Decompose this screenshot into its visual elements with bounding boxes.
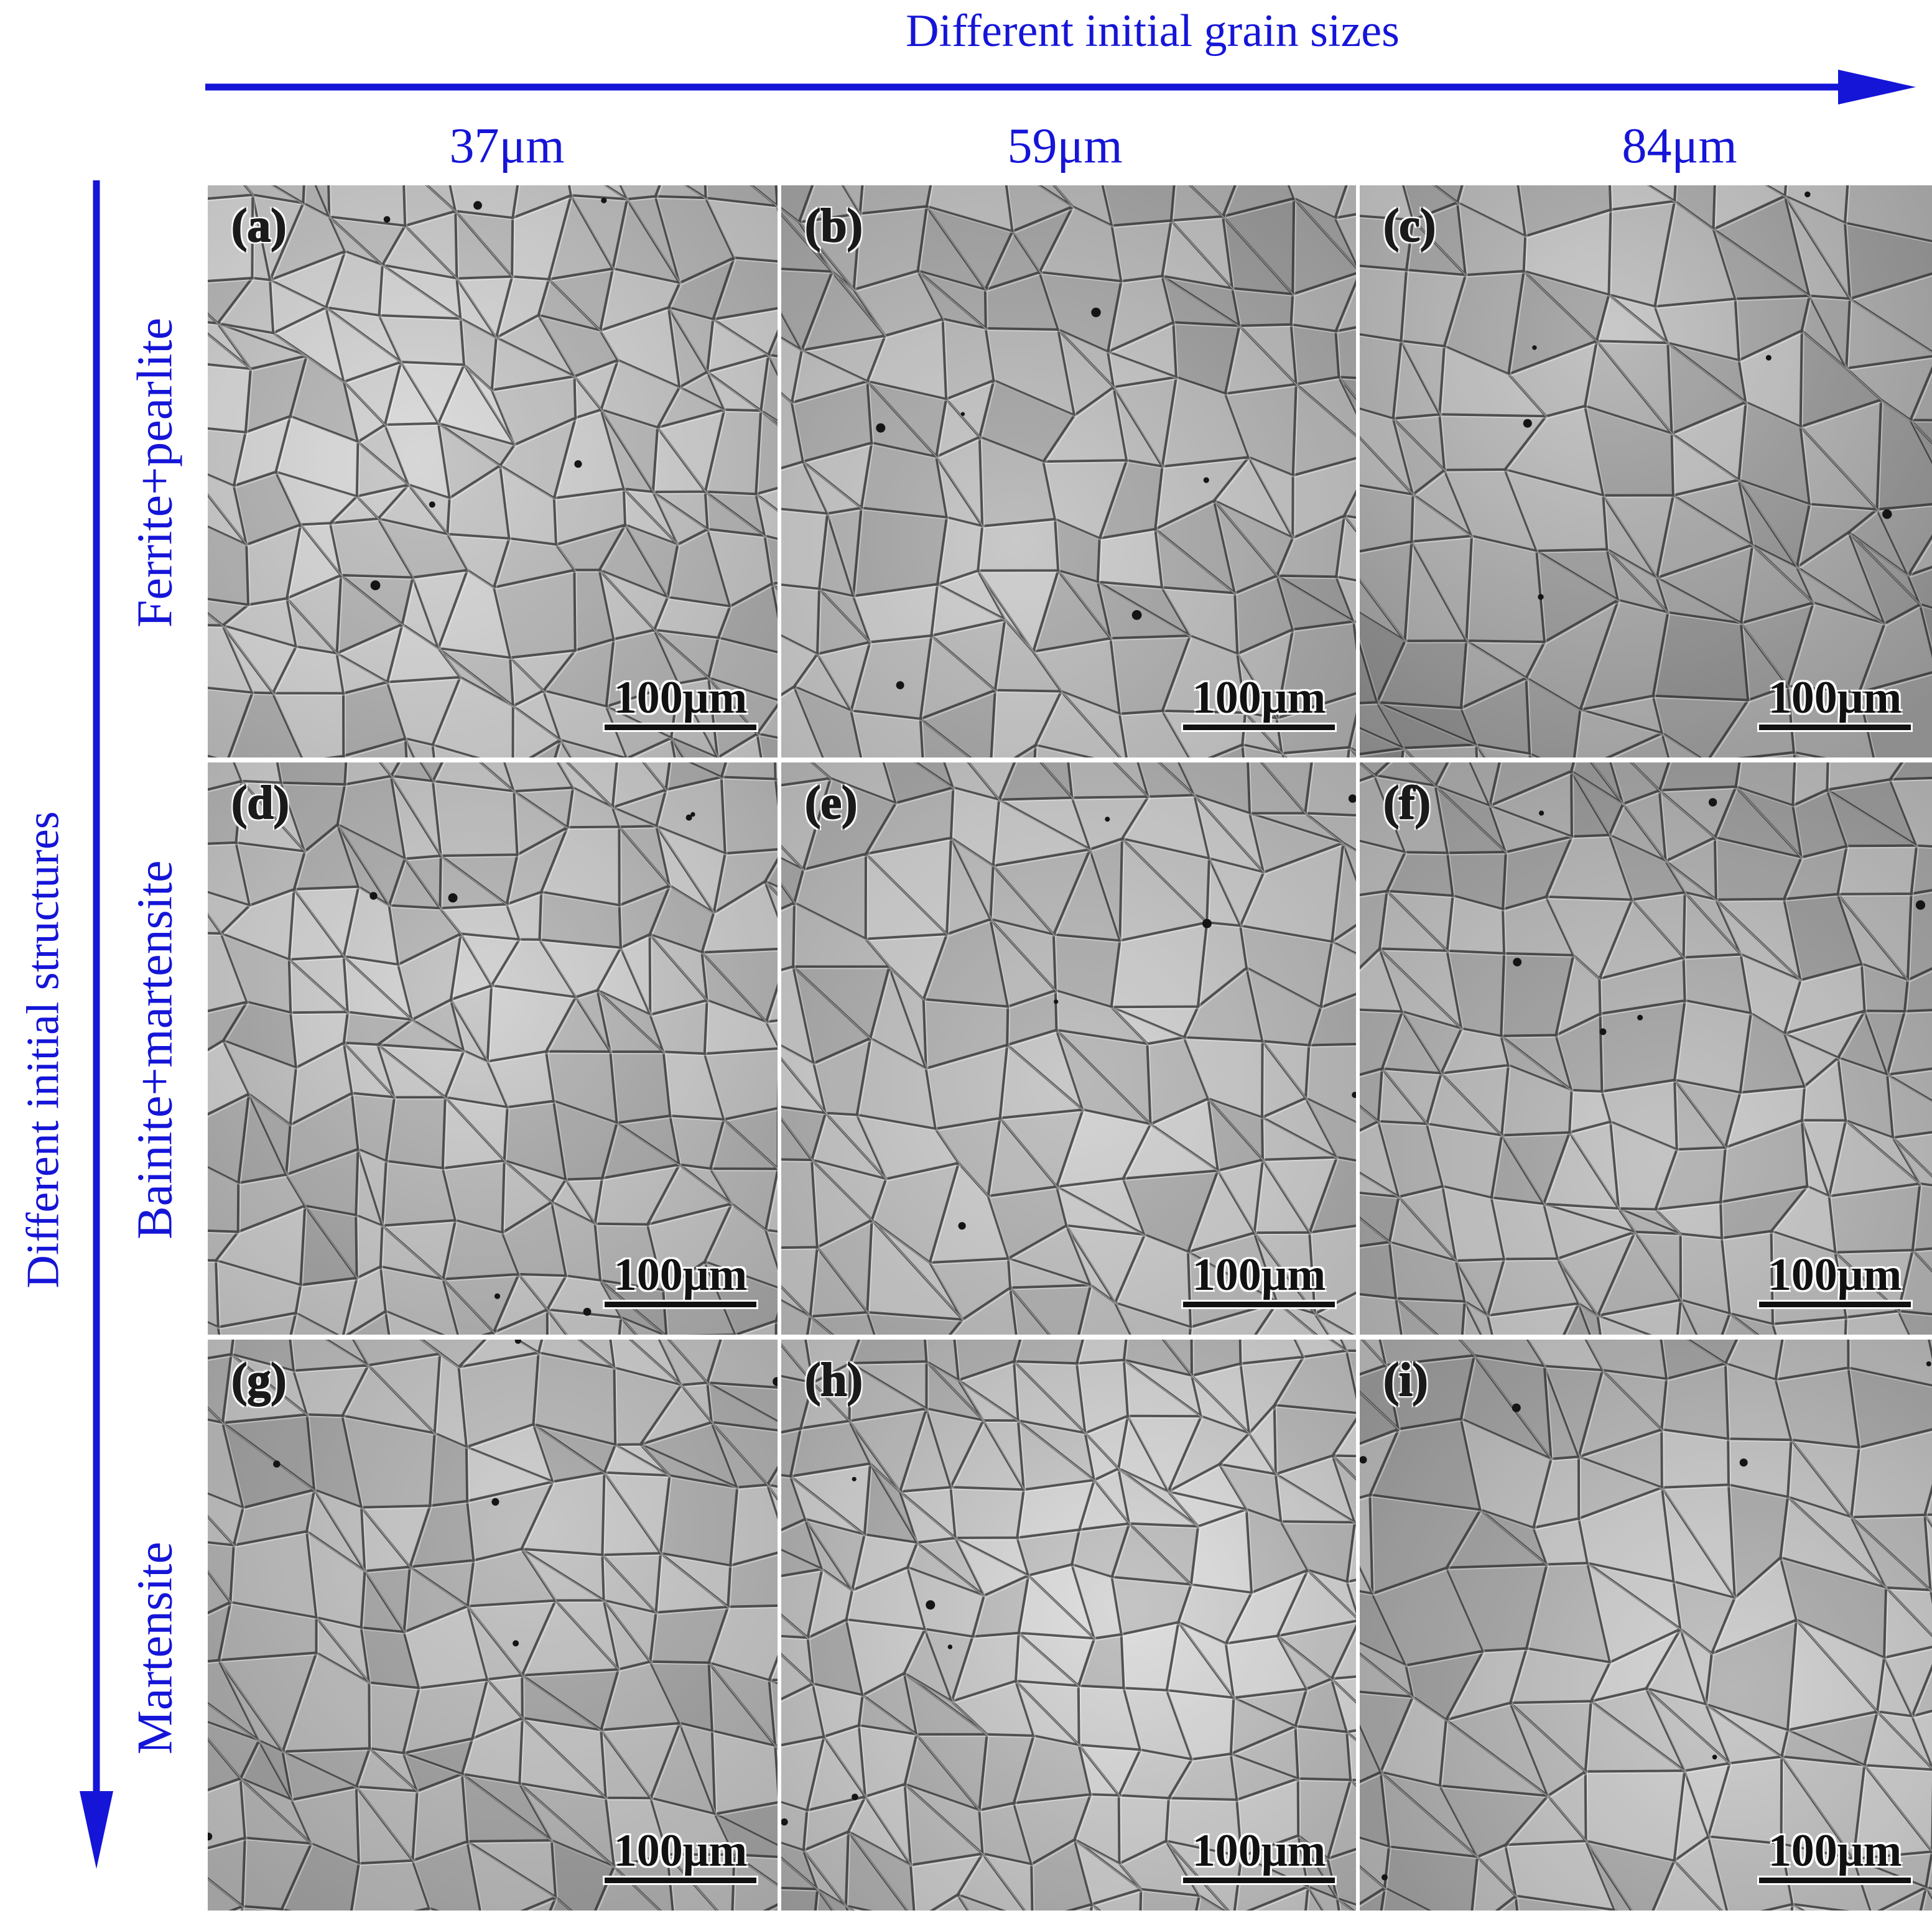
column-label-84um: 84μm [1622, 119, 1737, 174]
row-label-martensite: Martensite [128, 1541, 183, 1755]
scale-bar: 100μm [605, 1252, 756, 1307]
scale-bar-line [1183, 1878, 1335, 1883]
micrograph-panel: (e) 100μm [781, 762, 1356, 1335]
grain-structure-image [781, 762, 1356, 1335]
scale-bar-line [1759, 725, 1911, 730]
horizontal-arrow [205, 70, 1916, 104]
panel-letter: (f) [1383, 776, 1431, 830]
scale-bar: 100μm [605, 1828, 756, 1883]
panel-letter: (g) [231, 1353, 287, 1407]
scale-bar-line [1183, 725, 1335, 730]
scale-bar-label: 100μm [613, 672, 748, 723]
column-label-59um: 59μm [1007, 119, 1123, 174]
grain-structure-image [781, 185, 1356, 757]
scale-bar-label: 100μm [1192, 672, 1326, 723]
micrograph-panel: (b) 100μm [781, 185, 1356, 757]
scale-bar: 100μm [1183, 1252, 1335, 1307]
column-label-37um: 37μm [449, 119, 565, 174]
row-label-bainite-martensite: Bainite+martensite [128, 860, 183, 1239]
scale-bar-line [1759, 1302, 1911, 1307]
scale-bar-line [605, 1302, 756, 1307]
panel-letter: (h) [804, 1353, 863, 1407]
grain-structure-image [1360, 762, 1932, 1335]
scale-bar-line [1759, 1878, 1911, 1883]
micrograph-panel: (f) 100μm [1360, 762, 1932, 1335]
panel-letter: (d) [231, 776, 290, 830]
scale-bar: 100μm [1759, 1828, 1911, 1883]
scale-bar-line [605, 1878, 756, 1883]
grain-structure-image [208, 762, 778, 1335]
micrograph-panel: (c) 100μm [1360, 185, 1932, 757]
micrograph-panel: (a) 100μm [208, 185, 778, 757]
vertical-arrow [80, 180, 113, 1869]
grain-structure-image [208, 1340, 778, 1911]
scale-bar: 100μm [1183, 675, 1335, 730]
micrograph-panel: (i) 100μm [1360, 1340, 1932, 1911]
scale-bar-label: 100μm [613, 1249, 748, 1300]
panel-letter: (a) [231, 199, 287, 252]
scale-bar: 100μm [1183, 1828, 1335, 1883]
scale-bar-line [605, 725, 756, 730]
row-label-ferrite-pearlite: Ferrite+pearlite [128, 317, 183, 628]
panel-letter: (c) [1383, 199, 1436, 252]
scale-bar-label: 100μm [1768, 672, 1902, 723]
micrograph-panel: (g) 100μm [208, 1340, 778, 1911]
scale-bar: 100μm [605, 675, 756, 730]
scale-bar-label: 100μm [1192, 1825, 1326, 1876]
grain-structure-image [1360, 185, 1932, 757]
scale-bar-label: 100μm [613, 1825, 748, 1876]
grain-structure-image [1360, 1340, 1932, 1911]
scale-bar-label: 100μm [1768, 1249, 1902, 1300]
panel-letter: (i) [1383, 1353, 1429, 1407]
micrograph-panel: (h) 100μm [781, 1340, 1356, 1911]
row-axis-title: Different initial structures [17, 811, 69, 1289]
scale-bar-label: 100μm [1192, 1249, 1326, 1300]
scale-bar: 100μm [1759, 675, 1911, 730]
panel-letter: (b) [804, 199, 863, 252]
column-axis-title: Different initial grain sizes [906, 6, 1400, 57]
scale-bar-label: 100μm [1768, 1825, 1902, 1876]
micrograph-panel: (d) 100μm [208, 762, 778, 1335]
scale-bar-line [1183, 1302, 1335, 1307]
scale-bar: 100μm [1759, 1252, 1911, 1307]
panel-letter: (e) [804, 776, 858, 830]
grain-structure-image [781, 1340, 1356, 1911]
grain-structure-image [208, 185, 778, 757]
